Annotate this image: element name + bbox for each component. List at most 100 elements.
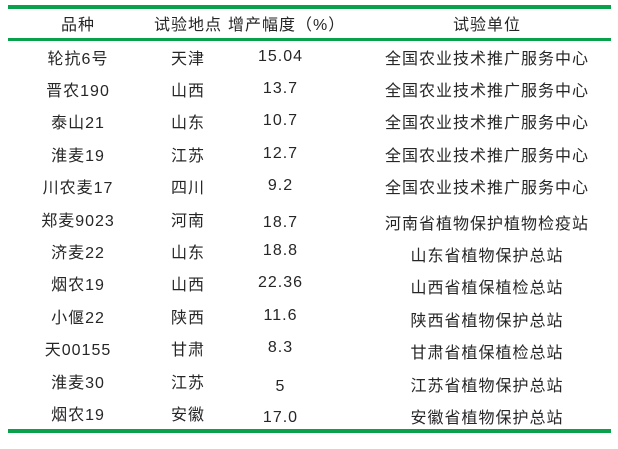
cell-location: 陕西 bbox=[148, 300, 228, 332]
cell-location: 甘肃 bbox=[148, 332, 228, 364]
cell-location-text: 天津 bbox=[170, 50, 205, 68]
cell-yield-increase-text: 11.6 bbox=[263, 306, 298, 324]
cell-location-text: 甘肃 bbox=[170, 342, 205, 360]
table-row: 小偃22 陕西 11.6 陕西省植物保护总站 bbox=[8, 300, 611, 332]
cell-test-unit: 山东省植物保护总站 bbox=[333, 235, 611, 267]
cell-variety-text: 烟农19 bbox=[51, 406, 105, 424]
cell-location-text: 四川 bbox=[170, 180, 205, 198]
cell-location: 江苏 bbox=[148, 364, 228, 396]
table-row: 淮麦19 江苏 12.7 全国农业技术推广服务中心 bbox=[8, 138, 611, 170]
table-row: 泰山21 山东 10.7 全国农业技术推广服务中心 bbox=[8, 105, 611, 137]
cell-test-unit: 全国农业技术推广服务中心 bbox=[333, 105, 611, 137]
trial-results-table: 品种 试验地点 增产幅度（%） 试验单位 轮抗6号 天津 15.04 全国农业技… bbox=[8, 5, 611, 434]
table-body: 轮抗6号 天津 15.04 全国农业技术推广服务中心 晋农190 山西 13.7… bbox=[8, 39, 611, 431]
cell-test-unit: 全国农业技术推广服务中心 bbox=[333, 39, 611, 73]
cell-variety: 淮麦30 bbox=[8, 364, 148, 396]
cell-location-text: 江苏 bbox=[170, 147, 205, 165]
cell-variety: 小偃22 bbox=[8, 300, 148, 332]
cell-test-unit-text: 全国农业技术推广服务中心 bbox=[384, 83, 589, 101]
cell-test-unit-text: 山东省植物保护总站 bbox=[410, 248, 564, 266]
cell-variety: 烟农19 bbox=[8, 267, 148, 299]
cell-location-text: 陕西 bbox=[170, 309, 205, 327]
cell-test-unit-text: 山西省植保植检总站 bbox=[410, 280, 564, 298]
cell-yield-increase-text: 12.7 bbox=[262, 144, 299, 162]
cell-test-unit: 全国农业技术推广服务中心 bbox=[333, 138, 611, 170]
cell-location: 安徽 bbox=[148, 397, 228, 431]
table-row: 烟农19 安徽 17.0 安徽省植物保护总站 bbox=[8, 397, 611, 431]
column-header-variety: 品种 bbox=[60, 17, 95, 35]
cell-yield-increase: 18.7 bbox=[228, 202, 333, 234]
cell-variety: 郑麦9023 bbox=[8, 202, 148, 234]
cell-location: 四川 bbox=[148, 170, 228, 202]
cell-variety: 川农麦17 bbox=[8, 170, 148, 202]
table-row: 济麦22 山东 18.8 山东省植物保护总站 bbox=[8, 235, 611, 267]
cell-location: 河南 bbox=[148, 202, 228, 234]
cell-yield-increase-text: 5 bbox=[275, 377, 286, 395]
cell-test-unit-text: 全国农业技术推广服务中心 bbox=[384, 50, 589, 68]
cell-yield-increase: 9.2 bbox=[228, 170, 333, 202]
cell-location-text: 山西 bbox=[170, 83, 205, 101]
cell-variety: 泰山21 bbox=[8, 105, 148, 137]
cell-variety: 淮麦19 bbox=[8, 138, 148, 170]
cell-variety-text: 淮麦19 bbox=[51, 147, 105, 165]
cell-location: 山西 bbox=[148, 73, 228, 105]
cell-yield-increase-text: 9.2 bbox=[267, 177, 294, 195]
cell-test-unit-text: 全国农业技术推广服务中心 bbox=[384, 147, 589, 165]
cell-yield-increase-text: 22.36 bbox=[257, 274, 304, 292]
cell-yield-increase: 18.8 bbox=[228, 235, 333, 267]
cell-variety-text: 天00155 bbox=[44, 342, 112, 360]
cell-yield-increase: 5 bbox=[228, 364, 333, 396]
cell-test-unit-text: 全国农业技术推广服务中心 bbox=[384, 115, 589, 133]
cell-yield-increase: 12.7 bbox=[228, 138, 333, 170]
cell-location: 江苏 bbox=[148, 138, 228, 170]
cell-variety: 济麦22 bbox=[8, 235, 148, 267]
cell-location-text: 江苏 bbox=[170, 374, 205, 392]
cell-variety-text: 淮麦30 bbox=[51, 374, 105, 392]
column-header-yield-increase: 增产幅度（%） bbox=[228, 17, 346, 35]
cell-location: 山西 bbox=[148, 267, 228, 299]
cell-yield-increase: 8.3 bbox=[228, 332, 333, 364]
cell-yield-increase-text: 8.3 bbox=[267, 339, 294, 357]
cell-test-unit-text: 江苏省植物保护总站 bbox=[410, 377, 564, 395]
cell-test-unit-text: 陕西省植物保护总站 bbox=[410, 312, 564, 330]
cell-yield-increase-text: 10.7 bbox=[262, 112, 299, 130]
cell-variety-text: 泰山21 bbox=[51, 115, 105, 133]
cell-yield-increase-text: 18.7 bbox=[262, 213, 299, 231]
cell-variety: 烟农19 bbox=[8, 397, 148, 431]
cell-yield-increase: 17.0 bbox=[228, 397, 333, 431]
cell-yield-increase-text: 17.0 bbox=[262, 408, 299, 426]
cell-variety: 天00155 bbox=[8, 332, 148, 364]
cell-yield-increase: 22.36 bbox=[228, 267, 333, 299]
cell-location-text: 安徽 bbox=[170, 406, 205, 424]
cell-yield-increase-text: 13.7 bbox=[262, 80, 299, 98]
cell-location-text: 河南 bbox=[170, 212, 205, 230]
cell-location-text: 山西 bbox=[170, 277, 205, 295]
cell-yield-increase: 11.6 bbox=[228, 300, 333, 332]
cell-variety-text: 晋农190 bbox=[46, 83, 110, 101]
table-row: 郑麦9023 河南 18.7 河南省植物保护植物检疫站 bbox=[8, 202, 611, 234]
cell-test-unit-text: 安徽省植物保护总站 bbox=[410, 409, 564, 427]
cell-test-unit-text: 甘肃省植保植检总站 bbox=[410, 345, 564, 363]
table-row: 淮麦30 江苏 5 江苏省植物保护总站 bbox=[8, 364, 611, 396]
cell-yield-increase-text: 18.8 bbox=[262, 242, 299, 260]
cell-test-unit-text: 河南省植物保护植物检疫站 bbox=[384, 215, 589, 233]
table-row: 轮抗6号 天津 15.04 全国农业技术推广服务中心 bbox=[8, 39, 611, 73]
header-row: 品种 试验地点 增产幅度（%） 试验单位 bbox=[8, 7, 611, 39]
cell-test-unit: 山西省植保植检总站 bbox=[333, 267, 611, 299]
cell-yield-increase: 10.7 bbox=[228, 105, 333, 137]
table-row: 天00155 甘肃 8.3 甘肃省植保植检总站 bbox=[8, 332, 611, 364]
cell-variety-text: 郑麦9023 bbox=[41, 212, 115, 230]
cell-location: 山东 bbox=[148, 105, 228, 137]
cell-variety-text: 济麦22 bbox=[51, 245, 105, 263]
cell-test-unit: 河南省植物保护植物检疫站 bbox=[333, 202, 611, 234]
cell-test-unit: 江苏省植物保护总站 bbox=[333, 364, 611, 396]
cell-test-unit: 甘肃省植保植检总站 bbox=[333, 332, 611, 364]
cell-location-text: 山东 bbox=[170, 245, 205, 263]
column-header-test-unit: 试验单位 bbox=[452, 17, 521, 35]
cell-variety-text: 小偃22 bbox=[51, 309, 105, 327]
cell-yield-increase: 15.04 bbox=[228, 39, 333, 73]
cell-location: 天津 bbox=[148, 39, 228, 73]
cell-test-unit: 全国农业技术推广服务中心 bbox=[333, 73, 611, 105]
cell-location-text: 山东 bbox=[170, 115, 205, 133]
